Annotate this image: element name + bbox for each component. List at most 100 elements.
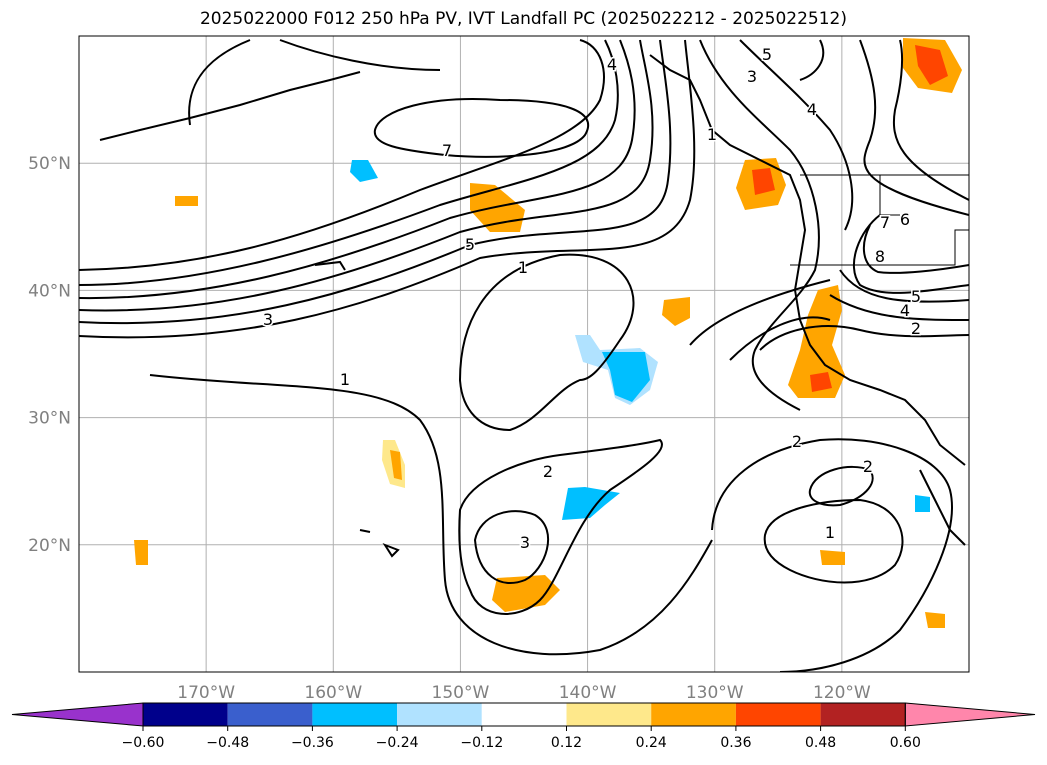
contour-label: 2 [863,457,873,476]
pv-contour [808,465,874,507]
contour-label: 1 [340,370,350,389]
pv-contours [79,39,969,672]
border-line [790,229,969,266]
pv-contour [711,438,953,672]
pv-contour [458,438,663,615]
contour-label: 1 [518,258,528,277]
lon-tick-label: 160°W [304,683,362,703]
contour-label: 1 [825,523,835,542]
borders [790,174,969,266]
contour-label: 5 [762,45,772,64]
lon-axis-labels: 170°W 160°W 150°W 140°W 130°W 120°W [177,683,871,703]
lon-tick-label: 170°W [177,683,235,703]
contour-label: 3 [520,533,530,552]
anomaly-blob [810,372,832,392]
colorbar-tick-label: 0.24 [636,735,667,751]
border-line [879,175,900,216]
lat-tick-label: 40°N [28,281,71,301]
lat-tick-label: 50°N [28,154,71,174]
contour-label: 4 [807,100,817,119]
lat-axis-labels: 50°N 40°N 30°N 20°N [28,154,71,556]
pv-contour [763,498,904,584]
anomaly-blob [175,196,198,206]
coastlines [99,54,966,558]
contour-label: 8 [875,247,885,266]
gridlines [79,36,969,672]
lat-tick-label: 20°N [28,536,71,556]
pv-contour [729,316,831,361]
contour-label: 3 [263,310,273,329]
colorbar-border [142,702,906,727]
pv-contour [79,39,696,339]
colorbar: −0.60 −0.48 −0.36 −0.24 −0.12 0.12 0.24 0.36 0.4… [11,702,1036,751]
anomaly-blob [350,160,378,182]
anomaly-blob [662,297,690,326]
colorbar-tick-label: 0.60 [890,735,921,751]
contour-label: 2 [792,432,802,451]
colorbar-segment [312,703,398,726]
anomaly-blob [492,575,560,612]
coastline [314,260,346,271]
pv-contour [79,39,619,286]
pv-contour [149,374,713,656]
contour-label: 2 [911,319,921,338]
colorbar-segment [566,703,652,726]
contour-label: 4 [900,301,910,320]
anomaly-blob [925,612,945,628]
pv-contour [79,39,672,325]
contour-label: 2 [543,462,553,481]
contour-label: 3 [747,67,757,86]
coastline [649,54,966,466]
colorbar-tick-label: −0.36 [291,735,334,751]
colorbar-tick-label: −0.60 [122,735,165,751]
pv-contour [373,98,590,158]
lon-tick-label: 150°W [432,683,490,703]
contour-label: 7 [442,141,452,160]
pv-contour [859,39,969,216]
lon-tick-label: 130°W [686,683,744,703]
colorbar-segment [820,703,906,726]
colorbar-segment [397,703,482,726]
contour-label: 5 [911,287,921,306]
colorbar-segment [735,703,821,726]
colorbar-extend-max [904,702,1036,727]
lon-tick-label: 120°W [813,683,871,703]
coastline [919,469,966,546]
coastline [99,71,361,141]
anomaly-blob [602,352,650,402]
map-frame [78,35,970,673]
contour-label: 5 [465,235,475,254]
colorbar-tick-label: 0.48 [805,735,836,751]
anomaly-blob [390,450,402,480]
map-title: 2025022000 F012 250 hPa PV, IVT Landfall… [199,9,847,29]
colorbar-extend-min [11,702,144,727]
anomaly-blob [134,540,148,565]
colorbar-segment [227,703,313,726]
contour-label: 1 [707,125,717,144]
colorbar-tick-label: −0.48 [206,735,249,751]
colorbar-tick-label: 0.36 [720,735,751,751]
pv-contour [458,253,635,432]
pv-contour [79,39,636,300]
contour-label: 7 [880,213,890,232]
lat-tick-label: 30°N [28,409,71,429]
pv-contour [852,214,969,294]
shaded-anomalies [134,38,962,628]
pv-contour [473,510,550,585]
anomaly-blob [915,45,948,85]
anomaly-blob [752,168,775,195]
colorbar-tick-label: 0.12 [551,735,582,751]
anomaly-blob [820,550,845,565]
pv-contour [79,39,605,271]
lon-tick-label: 140°W [559,683,617,703]
colorbar-tick-label: −0.12 [460,735,503,751]
pv-contour [759,269,969,351]
pv-contour [699,39,854,411]
colorbar-segment [481,703,567,726]
colorbar-segment [143,703,228,726]
anomaly-blob [788,285,845,398]
pv-contour [799,39,969,201]
colorbar-segment [651,703,736,726]
